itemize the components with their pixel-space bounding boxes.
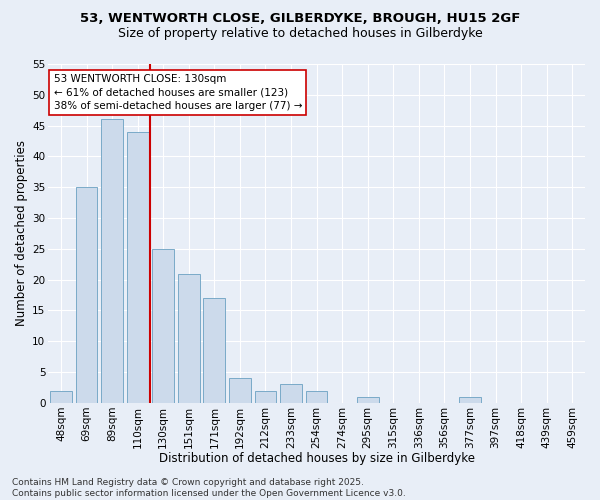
Bar bbox=[229, 378, 251, 403]
Bar bbox=[203, 298, 225, 403]
Text: 53, WENTWORTH CLOSE, GILBERDYKE, BROUGH, HU15 2GF: 53, WENTWORTH CLOSE, GILBERDYKE, BROUGH,… bbox=[80, 12, 520, 26]
Text: Size of property relative to detached houses in Gilberdyke: Size of property relative to detached ho… bbox=[118, 28, 482, 40]
Bar bbox=[357, 397, 379, 403]
Bar bbox=[127, 132, 149, 403]
Bar bbox=[280, 384, 302, 403]
Bar bbox=[101, 120, 123, 403]
Bar bbox=[178, 274, 200, 403]
Bar bbox=[152, 249, 174, 403]
Bar bbox=[254, 390, 277, 403]
Y-axis label: Number of detached properties: Number of detached properties bbox=[15, 140, 28, 326]
Bar bbox=[50, 390, 72, 403]
Text: 53 WENTWORTH CLOSE: 130sqm
← 61% of detached houses are smaller (123)
38% of sem: 53 WENTWORTH CLOSE: 130sqm ← 61% of deta… bbox=[53, 74, 302, 110]
Text: Contains HM Land Registry data © Crown copyright and database right 2025.
Contai: Contains HM Land Registry data © Crown c… bbox=[12, 478, 406, 498]
Bar bbox=[459, 397, 481, 403]
X-axis label: Distribution of detached houses by size in Gilberdyke: Distribution of detached houses by size … bbox=[158, 452, 475, 465]
Bar bbox=[76, 187, 97, 403]
Bar bbox=[306, 390, 328, 403]
